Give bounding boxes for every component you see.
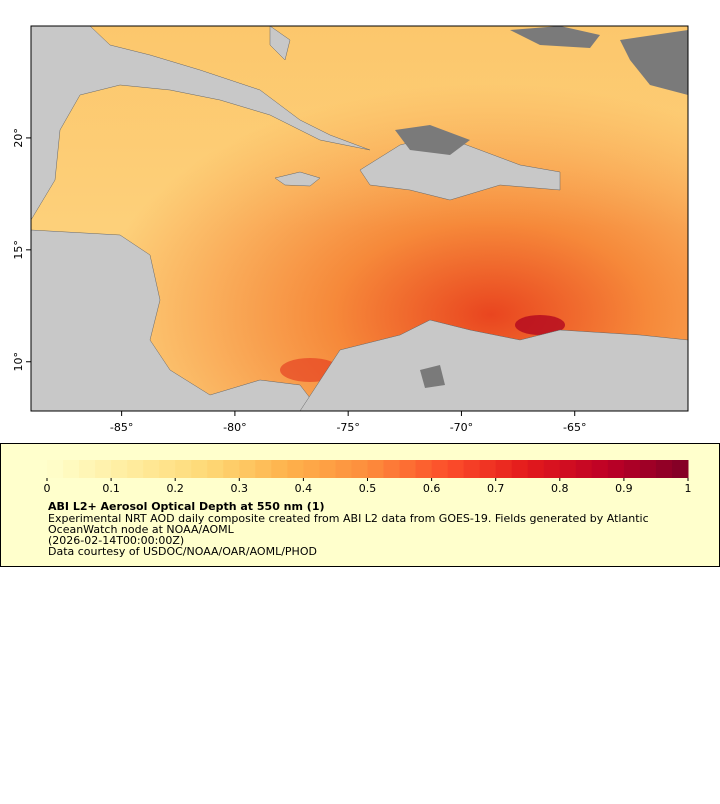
cloud-mask: [395, 26, 688, 388]
colorbar-tick-label: 0.9: [615, 482, 633, 495]
legend-line: OceanWatch node at NOAA/AOML: [48, 523, 235, 536]
map: [30, 25, 689, 412]
map-frame: [30, 25, 689, 412]
colorbar-cell: [207, 460, 224, 478]
colorbar-cell: [271, 460, 288, 478]
colorbar-cell: [303, 460, 320, 478]
x-tick-label: -70°: [450, 421, 473, 434]
legend-line: (2026-02-14T00:00:00Z): [48, 534, 184, 547]
colorbar-cell: [367, 460, 385, 478]
colorbar-cell: [623, 460, 641, 478]
axes: -85° -80° -75° -70° -65° 10° 15° 20°: [12, 128, 586, 434]
colorbar-cell: [399, 460, 417, 478]
land: [30, 25, 689, 412]
colorbar-cell: [543, 460, 561, 478]
x-tick-label: -75°: [336, 421, 359, 434]
colorbar-cell: [415, 460, 433, 478]
colorbar-tick-label: 0.2: [166, 482, 184, 495]
colorbar-tick-label: 0.6: [423, 482, 441, 495]
colorbar-cell: [143, 460, 160, 478]
colorbar-cell: [95, 460, 112, 478]
colorbar-cell: [47, 460, 64, 478]
x-tick-label: -80°: [223, 421, 246, 434]
colorbar-cell: [351, 460, 368, 478]
y-tick-label: 20°: [12, 128, 25, 148]
colorbar-cell: [639, 460, 657, 478]
colorbar-cell: [159, 460, 176, 478]
colorbar-cell: [287, 460, 304, 478]
colorbar-cell: [319, 460, 336, 478]
colorbar-cell: [239, 460, 256, 478]
colorbar-cell: [175, 460, 192, 478]
colorbar-tick-label: 0.5: [359, 482, 377, 495]
colorbar-tick-label: 0.7: [487, 482, 505, 495]
colorbar-tick-label: 0.3: [231, 482, 249, 495]
colorbar-cell: [575, 460, 593, 478]
colorbar-cell: [111, 460, 128, 478]
legend-line: Experimental NRT AOD daily composite cre…: [48, 512, 649, 525]
colorbar-cell: [607, 460, 625, 478]
colorbar-cell: [335, 460, 352, 478]
colorbar-cell: [559, 460, 577, 478]
colorbar-cell: [479, 460, 497, 478]
colorbar-cell: [495, 460, 513, 478]
legend-line: Data courtesy of USDOC/NOAA/OAR/AOML/PHO…: [48, 545, 317, 558]
colorbar-cell: [511, 460, 529, 478]
colorbar-tick-label: 0.8: [551, 482, 569, 495]
colorbar-cell: [447, 460, 465, 478]
legend-title: ABI L2+ Aerosol Optical Depth at 550 nm …: [48, 500, 325, 513]
y-tick-label: 15°: [12, 240, 25, 260]
colorbar-tick-label: 1: [685, 482, 692, 495]
colorbar-cell: [127, 460, 144, 478]
colorbar-tick-label: 0.4: [295, 482, 313, 495]
colorbar-cell: [383, 460, 401, 478]
x-tick-label: -65°: [563, 421, 586, 434]
colorbar-cell: [655, 460, 673, 478]
colorbar-tick-label: 0: [44, 482, 51, 495]
colorbar-cell: [255, 460, 272, 478]
colorbar-cell: [591, 460, 609, 478]
colorbar-cell: [431, 460, 449, 478]
colorbar-cell: [671, 460, 689, 478]
legend-lines: Experimental NRT AOD daily composite cre…: [48, 512, 649, 558]
y-tick-label: 10°: [12, 352, 25, 372]
aod-hotspot: [515, 315, 565, 335]
colorbar-cell: [527, 460, 545, 478]
colorbar-tick-label: 0.1: [102, 482, 120, 495]
colorbar-cell: [191, 460, 208, 478]
colorbar: 0 0.1 0.2 0.3 0.4 0.5 0.6 0.7 0.8 0.9 1: [44, 460, 692, 495]
colorbar-cell: [223, 460, 240, 478]
colorbar-cell: [463, 460, 481, 478]
colorbar-cell: [79, 460, 96, 478]
colorbar-cell: [63, 460, 80, 478]
x-tick-label: -85°: [110, 421, 133, 434]
